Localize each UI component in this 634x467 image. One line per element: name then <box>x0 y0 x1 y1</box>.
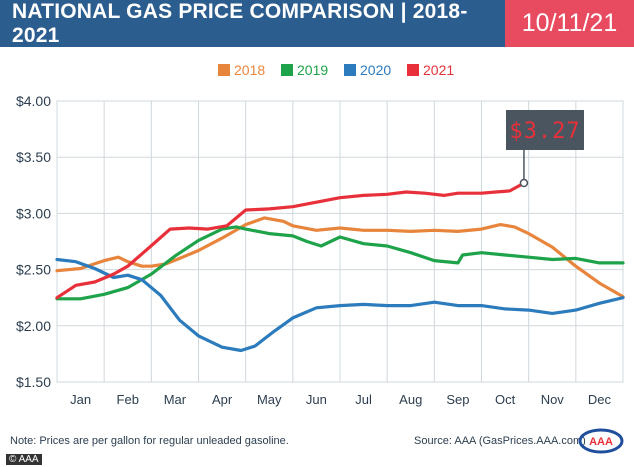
x-tick-label: Sep <box>446 392 469 407</box>
series-line-2021 <box>55 181 526 300</box>
y-tick-label: $3.50 <box>16 149 51 165</box>
image-credit: © AAA <box>6 454 42 465</box>
legend-label-2018: 2018 <box>234 62 265 78</box>
y-tick-label: $2.00 <box>16 318 51 334</box>
chart-date: 10/11/21 <box>505 0 634 47</box>
callout-box <box>506 110 584 150</box>
line-chart: $1.50 $2.00 $2.50 $3.00 $3.50 $4.00 Jan Feb Mar A… <box>16 62 625 407</box>
footnote: Note: Prices are per gallon for regular … <box>10 435 289 447</box>
x-tick-label: Feb <box>117 392 139 407</box>
x-tick-label: Jan <box>70 392 91 407</box>
aaa-logo-text: AAA <box>589 436 613 448</box>
series-line-2018 <box>55 216 625 299</box>
x-tick-label: Dec <box>588 392 612 407</box>
legend-swatch-2019 <box>281 64 293 76</box>
x-tick-label: Mar <box>164 392 187 407</box>
y-tick-label: $1.50 <box>16 374 51 390</box>
callout-marker <box>519 178 529 188</box>
x-tick-label: Oct <box>495 392 516 407</box>
aaa-logo-icon: AAA <box>578 428 624 454</box>
legend-swatch-2018 <box>218 64 230 76</box>
x-tick-label: May <box>257 392 282 407</box>
source-credit: Source: AAA (GasPrices.AAA.com) <box>414 435 586 447</box>
x-tick-label: Nov <box>541 392 565 407</box>
x-tick-label: Apr <box>212 392 233 407</box>
y-tick-label: $2.50 <box>16 262 51 278</box>
chart-title: NATIONAL GAS PRICE COMPARISON | 2018-202… <box>0 0 505 47</box>
legend-label-2019: 2019 <box>297 62 328 78</box>
footer: Note: Prices are per gallon for regular … <box>0 428 634 467</box>
header-bar: NATIONAL GAS PRICE COMPARISON | 2018-202… <box>0 0 634 47</box>
y-tick-label: $4.00 <box>16 93 51 109</box>
x-tick-label: Aug <box>399 392 422 407</box>
legend-swatch-2021 <box>407 64 419 76</box>
x-tick-label: Jul <box>355 392 372 407</box>
callout-label: $3.27 <box>509 119 580 144</box>
series-line-2020 <box>55 257 625 353</box>
legend-label-2021: 2021 <box>423 62 454 78</box>
series-line-2019 <box>55 225 625 301</box>
legend-label-2020: 2020 <box>360 62 391 78</box>
x-tick-label: Jun <box>306 392 327 407</box>
plot-border <box>56 100 624 383</box>
y-tick-label: $3.00 <box>16 205 51 221</box>
legend-swatch-2020 <box>344 64 356 76</box>
